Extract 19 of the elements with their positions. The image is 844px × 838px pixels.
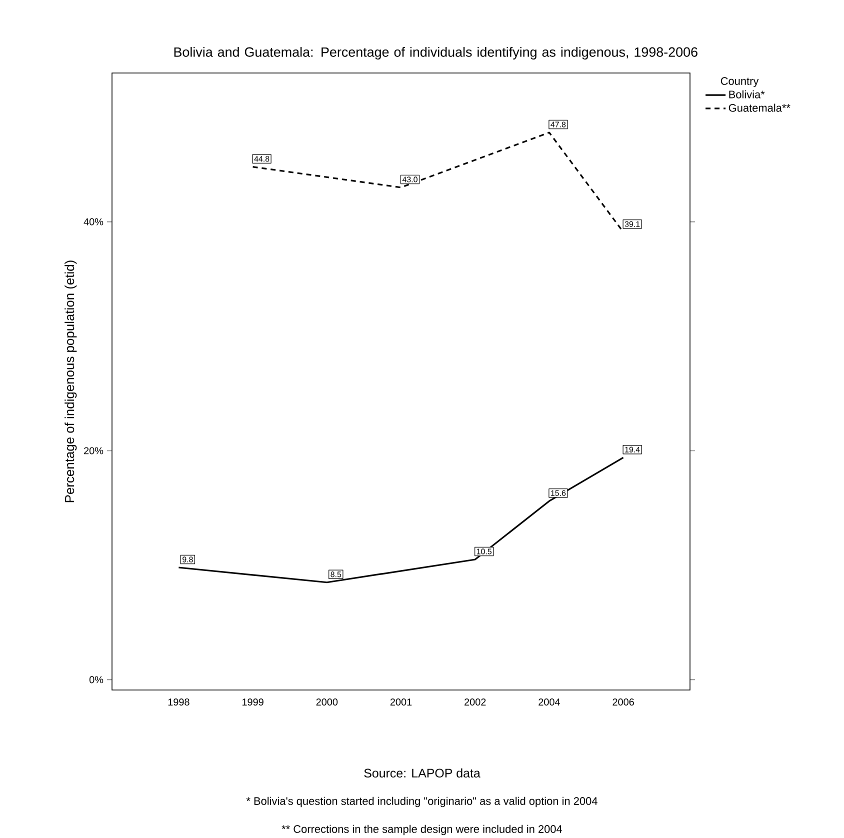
x-tick-label: 2004 <box>538 698 560 706</box>
y-tick-label: 0% <box>89 676 104 684</box>
y-axis-title: Percentage of indigenous population (etid) <box>64 260 77 502</box>
x-tick-label: 2001 <box>390 698 412 706</box>
line-series <box>178 456 624 584</box>
x-tick-label: 1999 <box>242 698 264 706</box>
y-tick-label: 20% <box>84 447 104 454</box>
text: ** Corrections in the sample design were included in 2004 <box>282 824 562 836</box>
x-tick-label: 2002 <box>464 698 486 706</box>
legend-label: Bolivia* <box>729 90 765 98</box>
y-tick-label: 40% <box>84 218 104 226</box>
x-tick-label: 1998 <box>168 698 190 706</box>
source-note: Source: LAPOP data <box>364 768 480 778</box>
x-tick-label: 2000 <box>316 698 338 706</box>
text: * Bolivia's question started including "originario" as a valid option in 2004 <box>246 796 598 808</box>
legend-label: Guatemala** <box>728 104 790 112</box>
legend-title: Country <box>720 77 759 88</box>
x-tick-label: 2006 <box>612 698 634 706</box>
chart-title: Bolivia and Guatemala: Percentage of individuals identifying as indigenous, 1998-2006 <box>174 46 698 60</box>
